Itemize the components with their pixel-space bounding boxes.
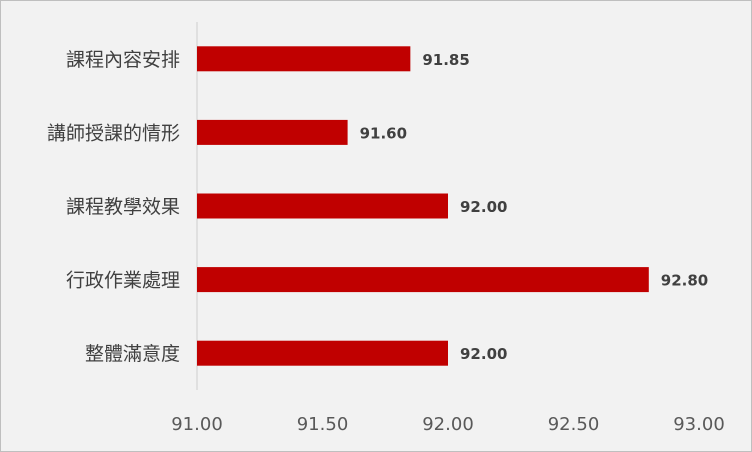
x-tick-label: 92.00 — [422, 414, 474, 435]
category-label: 課程內容安排 — [66, 49, 180, 71]
data-label: 92.00 — [460, 198, 507, 216]
bar — [197, 267, 649, 293]
category-label: 課程教學效果 — [66, 196, 180, 218]
data-label: 91.60 — [360, 124, 407, 142]
bar — [197, 193, 448, 219]
x-tick-label: 91.00 — [171, 414, 223, 435]
x-tick-label: 92.50 — [548, 414, 600, 435]
category-label: 整體滿意度 — [85, 343, 180, 365]
category-label: 講師授課的情形 — [47, 122, 180, 144]
category-label: 行政作業處理 — [66, 270, 180, 292]
data-label: 92.80 — [661, 272, 708, 290]
bar — [197, 119, 348, 145]
data-label: 92.00 — [460, 345, 507, 363]
bar — [197, 340, 448, 366]
x-tick-label: 93.00 — [673, 414, 725, 435]
bar — [197, 46, 411, 72]
x-tick-label: 91.50 — [297, 414, 349, 435]
data-label: 91.85 — [422, 51, 469, 69]
